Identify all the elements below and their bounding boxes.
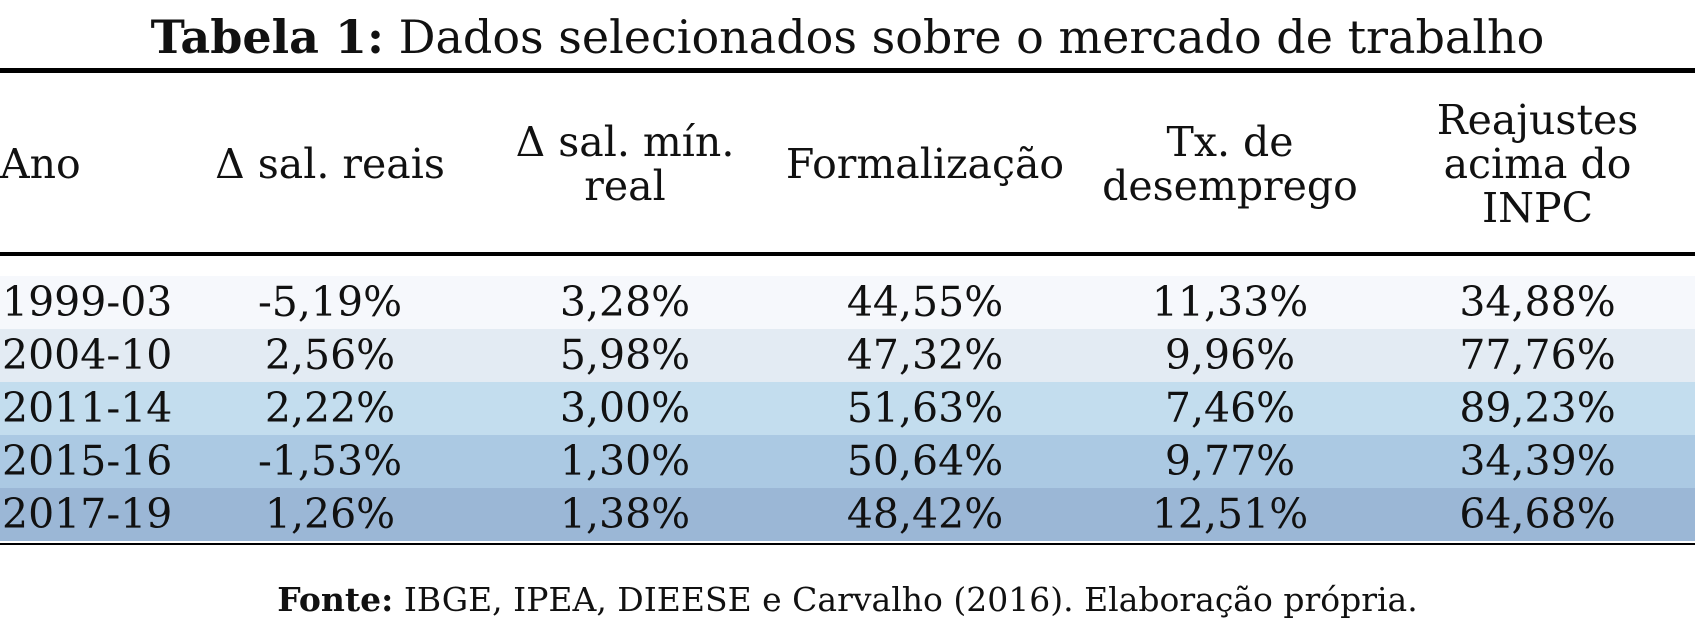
table-cell: 48,42% — [846, 490, 1004, 538]
table-cell: 9,96% — [1164, 331, 1296, 379]
table-cell: 1,26% — [264, 490, 396, 538]
table-cell: 34,88% — [1459, 278, 1616, 326]
table-cell: 34,39% — [1459, 437, 1616, 485]
top-rule — [0, 68, 1695, 73]
table-cell: 2,22% — [264, 384, 396, 432]
table-cell: 9,77% — [1164, 437, 1296, 485]
table-cell: 1,38% — [559, 490, 691, 538]
table-cell: 47,32% — [846, 331, 1004, 379]
column-header-line: Δ sal. reais — [215, 140, 445, 188]
table-body: 1999-03 -5,19% 3,28% 44,55% 11,33% 34,88% 2004… — [0, 276, 1695, 541]
footnote-text: IBGE, IPEA, DIEESE e Carvalho (2016). El… — [403, 580, 1418, 619]
table-cell: 2,56% — [264, 331, 396, 379]
column-header: Δ sal. reais — [180, 80, 480, 248]
table-cell: 77,76% — [1459, 331, 1616, 379]
table-cell: 50,64% — [846, 437, 1004, 485]
bottom-rule — [0, 543, 1695, 545]
table-cell: 5,98% — [559, 331, 691, 379]
table-title-label: Tabela 1: — [150, 10, 384, 64]
table-cell: 44,55% — [846, 278, 1004, 326]
column-header-line: desemprego — [1102, 162, 1358, 210]
table-row: 2015-16 -1,53% 1,30% 50,64% 9,77% 34,39% — [0, 435, 1695, 488]
table-row: 1999-03 -5,19% 3,28% 44,55% 11,33% 34,88% — [0, 276, 1695, 329]
row-year-cell: 2015-16 — [2, 437, 173, 485]
table-row: 2011-14 2,22% 3,00% 51,63% 7,46% 89,23% — [0, 382, 1695, 435]
column-header: Reajustes acima do INPC — [1380, 80, 1695, 248]
column-header-line: real — [584, 162, 666, 210]
column-header-line: Reajustes — [1436, 96, 1639, 144]
table-cell: -1,53% — [257, 437, 403, 485]
table-cell: 51,63% — [846, 384, 1004, 432]
table-cell: 3,00% — [559, 384, 691, 432]
column-header-line: INPC — [1481, 184, 1594, 232]
column-header-line: Δ sal. mín. — [515, 118, 735, 166]
table-title-text: Dados selecionados sobre o mercado de tr… — [398, 10, 1545, 64]
table-cell: 89,23% — [1459, 384, 1616, 432]
row-year-cell: 2017-19 — [2, 490, 173, 538]
row-year-cell: 2011-14 — [2, 384, 173, 432]
table-cell: 1,30% — [559, 437, 691, 485]
table-header-row: Ano Δ sal. reais Δ sal. mín. real Formalizaç… — [0, 80, 1695, 248]
column-header: Δ sal. mín. real — [480, 80, 770, 248]
header-rule — [0, 252, 1695, 256]
row-year-cell: 1999-03 — [2, 278, 173, 326]
table-title: Tabela 1: Dados selecionados sobre o mer… — [0, 10, 1695, 64]
table-row: 2004-10 2,56% 5,98% 47,32% 9,96% 77,76% — [0, 329, 1695, 382]
row-year-cell: 2004-10 — [2, 331, 173, 379]
table-cell: -5,19% — [257, 278, 403, 326]
column-header-line: Ano — [0, 140, 81, 188]
table-cell: 12,51% — [1151, 490, 1309, 538]
column-header-line: Formalização — [785, 140, 1065, 188]
table-row: 2017-19 1,26% 1,38% 48,42% 12,51% 64,68% — [0, 488, 1695, 541]
table-cell: 7,46% — [1164, 384, 1296, 432]
column-header: Formalização — [770, 80, 1080, 248]
table-cell: 64,68% — [1459, 490, 1616, 538]
column-header-line: acima do — [1443, 140, 1632, 188]
column-header-line: Tx. de — [1166, 118, 1294, 166]
footnote: Fonte: IBGE, IPEA, DIEESE e Carvalho (20… — [0, 580, 1695, 620]
table-cell: 11,33% — [1151, 278, 1309, 326]
column-header: Ano — [0, 80, 180, 248]
footnote-label: Fonte: — [277, 580, 394, 619]
table-cell: 3,28% — [559, 278, 691, 326]
column-header: Tx. de desemprego — [1080, 80, 1380, 248]
